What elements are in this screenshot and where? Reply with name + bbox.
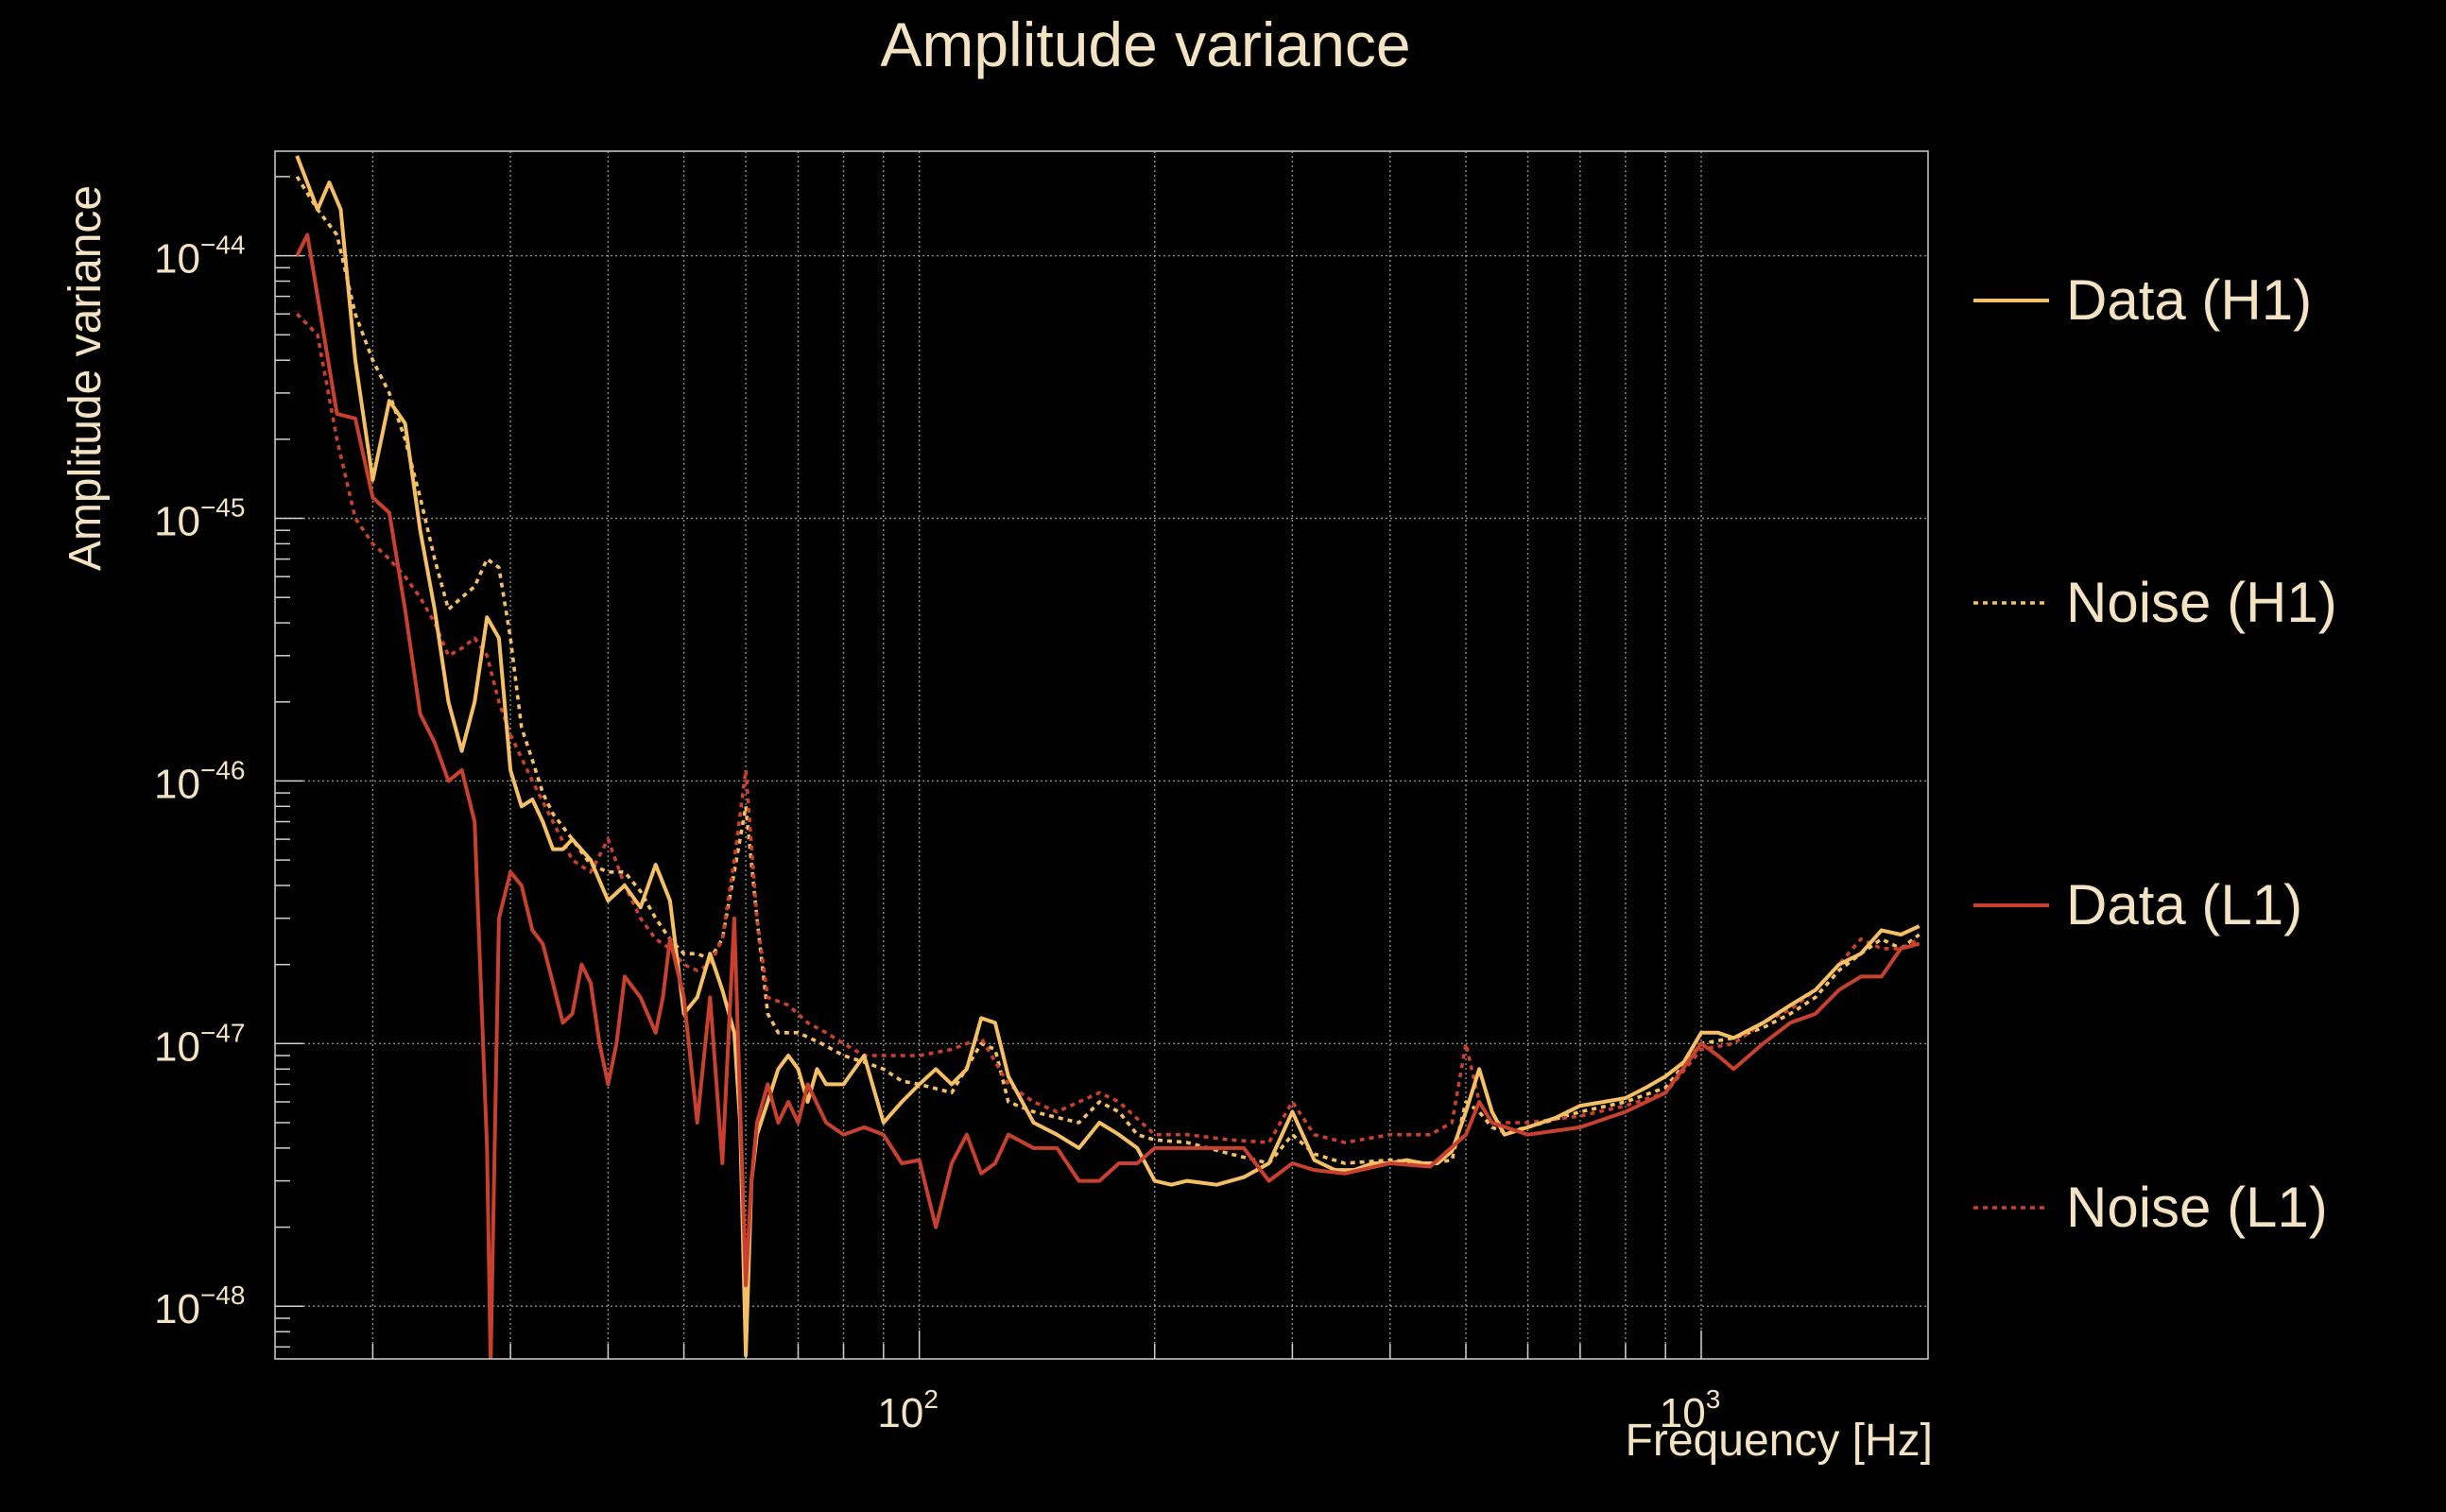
x-axis-label: Frequency [Hz] — [1626, 1416, 1933, 1466]
y-tick-label: 10−45 — [154, 493, 245, 545]
series-line-data-h1 — [295, 155, 1921, 1358]
y-tick-label: 10−44 — [154, 231, 245, 283]
plot-frame — [274, 150, 1929, 1360]
chart-title: Amplitude variance — [880, 9, 1410, 79]
series-line-noise-l1 — [295, 312, 1921, 1144]
legend-label: Noise (H1) — [2066, 571, 2337, 634]
legend-label: Data (L1) — [2066, 873, 2302, 936]
data-series — [295, 155, 1921, 1359]
x-tick-label: 103 — [1660, 1384, 1721, 1436]
y-axis-label: Amplitude variance — [60, 185, 111, 571]
grid-lines — [275, 151, 1928, 1359]
legend-label: Data (H1) — [2066, 268, 2312, 332]
x-tick-label: 102 — [877, 1384, 939, 1436]
axis-ticks: 102 103 10−44 10−45 10−46 10−47 10−48 — [154, 176, 1721, 1436]
y-tick-label: 10−47 — [154, 1018, 245, 1070]
y-tick-label: 10−46 — [154, 755, 245, 807]
series-line-data-l1 — [295, 232, 1921, 1359]
y-tick-label: 10−48 — [154, 1280, 245, 1332]
series-line-noise-h1 — [295, 175, 1921, 1165]
legend: Data (H1) Noise (H1) Data (L1) Noise (L1) — [1973, 268, 2337, 1239]
legend-label: Noise (L1) — [2066, 1176, 2328, 1239]
